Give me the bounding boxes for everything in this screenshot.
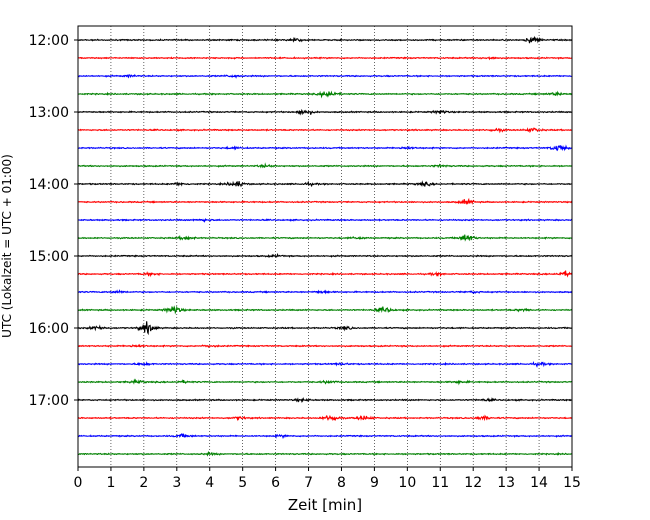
x-tick-label: 0 (74, 475, 83, 491)
x-tick-label: 6 (271, 475, 280, 491)
x-tick-label: 13 (497, 475, 515, 491)
x-tick-label: 14 (530, 475, 548, 491)
x-tick-label: 12 (464, 475, 482, 491)
y-tick-label: 12:00 (29, 33, 69, 49)
x-tick-label: 7 (304, 475, 313, 491)
trace-1230 (77, 73, 573, 79)
y-tick-label: 17:00 (29, 393, 69, 409)
x-tick-label: 8 (337, 475, 346, 491)
plot-border (77, 25, 573, 468)
y-axis: 12:00 13:00 14:00 15:00 16:00 17:00 (29, 33, 78, 409)
plot-frame (78, 26, 572, 467)
y-axis-label: UTC (Lokalzeit = UTC + 01:00) (0, 154, 14, 338)
x-tick-label: 11 (431, 475, 449, 491)
trace-1545 (77, 305, 573, 315)
trace-1500 (77, 252, 573, 258)
trace-1345 (77, 162, 573, 169)
trace-1415 (77, 197, 573, 205)
x-tick-label: 1 (106, 475, 115, 491)
trace-1715 (77, 414, 573, 422)
trace-1330 (77, 144, 573, 152)
x-tick-label: 2 (139, 475, 148, 491)
trace-1745 (77, 450, 573, 457)
trace-1400 (77, 180, 573, 188)
trace-group (77, 35, 573, 457)
trace-1645 (77, 378, 573, 386)
trace-1615 (77, 343, 573, 349)
trace-1200 (77, 35, 573, 44)
x-tick-label: 10 (398, 475, 416, 491)
trace-1245 (77, 90, 573, 99)
trace-1445 (77, 234, 573, 242)
y-tick-label: 15:00 (29, 249, 69, 265)
trace-1215 (77, 56, 573, 61)
trace-1630 (77, 360, 573, 368)
trace-1430 (77, 218, 573, 223)
x-axis: 0 1 2 3 4 5 6 7 8 9 10 11 12 13 14 15 (74, 467, 581, 491)
trace-1515 (77, 270, 573, 278)
y-tick-label: 13:00 (29, 105, 69, 121)
x-tick-label: 4 (205, 475, 214, 491)
x-tick-label: 5 (238, 475, 247, 491)
x-tick-label: 15 (563, 475, 581, 491)
x-tick-label: 9 (370, 475, 379, 491)
trace-1300 (77, 108, 573, 116)
trace-1530 (77, 289, 573, 295)
x-axis-label: Zeit [min] (288, 496, 362, 514)
trace-1730 (77, 433, 573, 440)
y-tick-label: 14:00 (29, 177, 69, 193)
trace-1315 (77, 127, 573, 134)
trace-1700 (77, 396, 573, 404)
trace-1600 (77, 321, 573, 336)
x-tick-label: 3 (172, 475, 181, 491)
y-tick-label: 16:00 (29, 321, 69, 337)
